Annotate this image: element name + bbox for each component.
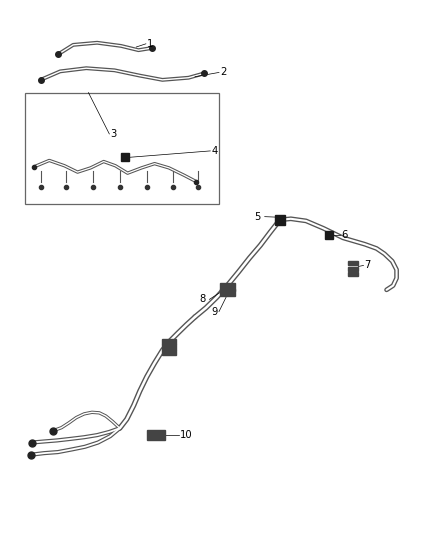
Bar [348, 272, 358, 276]
Text: 4: 4 [211, 146, 217, 156]
Text: 8: 8 [199, 294, 205, 304]
Text: 5: 5 [254, 212, 260, 222]
Bar [348, 266, 358, 271]
Bar [147, 430, 165, 440]
Bar [162, 350, 177, 355]
Bar [162, 339, 177, 344]
Text: 9: 9 [211, 306, 218, 317]
Text: 10: 10 [180, 430, 192, 440]
Bar [162, 344, 177, 350]
Bar [220, 282, 235, 290]
Bar [348, 261, 358, 265]
Text: 1: 1 [147, 39, 153, 49]
Bar [25, 93, 219, 204]
Text: 7: 7 [364, 261, 371, 270]
Text: 6: 6 [341, 230, 347, 240]
Bar [220, 289, 235, 296]
Text: 2: 2 [220, 68, 226, 77]
Text: 3: 3 [110, 129, 117, 139]
